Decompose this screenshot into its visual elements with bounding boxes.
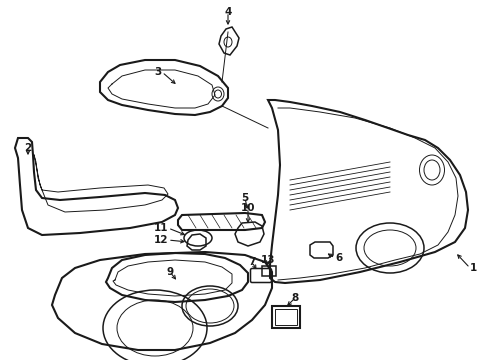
Text: 13: 13 bbox=[261, 255, 275, 265]
Text: 10: 10 bbox=[241, 203, 255, 213]
Bar bbox=[272, 306, 300, 328]
Text: 3: 3 bbox=[155, 67, 162, 77]
Text: 8: 8 bbox=[292, 293, 298, 303]
Bar bbox=[262, 266, 276, 276]
Text: 11: 11 bbox=[153, 223, 168, 233]
Text: 12: 12 bbox=[153, 235, 168, 245]
Text: 7: 7 bbox=[248, 257, 256, 267]
Text: 5: 5 bbox=[242, 193, 248, 203]
Text: 9: 9 bbox=[167, 267, 173, 277]
Text: 2: 2 bbox=[24, 143, 32, 153]
Text: 6: 6 bbox=[335, 253, 342, 263]
Text: 1: 1 bbox=[470, 263, 477, 273]
Bar bbox=[275, 309, 297, 325]
Text: 4: 4 bbox=[224, 7, 232, 17]
